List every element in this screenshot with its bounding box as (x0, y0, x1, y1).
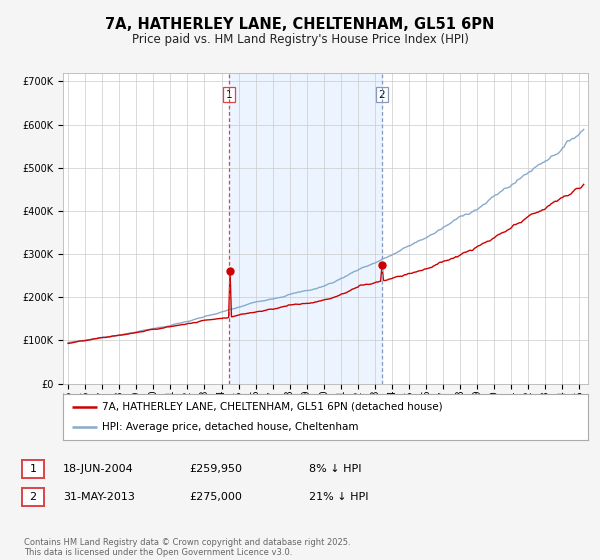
Text: Contains HM Land Registry data © Crown copyright and database right 2025.
This d: Contains HM Land Registry data © Crown c… (24, 538, 350, 557)
Text: 31-MAY-2013: 31-MAY-2013 (63, 492, 135, 502)
Text: 2: 2 (29, 492, 37, 502)
Text: 1: 1 (29, 464, 37, 474)
Text: 1: 1 (226, 90, 233, 100)
Text: 7A, HATHERLEY LANE, CHELTENHAM, GL51 6PN: 7A, HATHERLEY LANE, CHELTENHAM, GL51 6PN (106, 17, 494, 32)
Text: Price paid vs. HM Land Registry's House Price Index (HPI): Price paid vs. HM Land Registry's House … (131, 33, 469, 46)
Text: 8% ↓ HPI: 8% ↓ HPI (309, 464, 361, 474)
Text: £275,000: £275,000 (189, 492, 242, 502)
Text: 2: 2 (379, 90, 385, 100)
Text: 7A, HATHERLEY LANE, CHELTENHAM, GL51 6PN (detached house): 7A, HATHERLEY LANE, CHELTENHAM, GL51 6PN… (103, 402, 443, 412)
Text: 18-JUN-2004: 18-JUN-2004 (63, 464, 134, 474)
Text: £259,950: £259,950 (189, 464, 242, 474)
Bar (229, 73, 382, 384)
Text: HPI: Average price, detached house, Cheltenham: HPI: Average price, detached house, Chel… (103, 422, 359, 432)
Text: 21% ↓ HPI: 21% ↓ HPI (309, 492, 368, 502)
